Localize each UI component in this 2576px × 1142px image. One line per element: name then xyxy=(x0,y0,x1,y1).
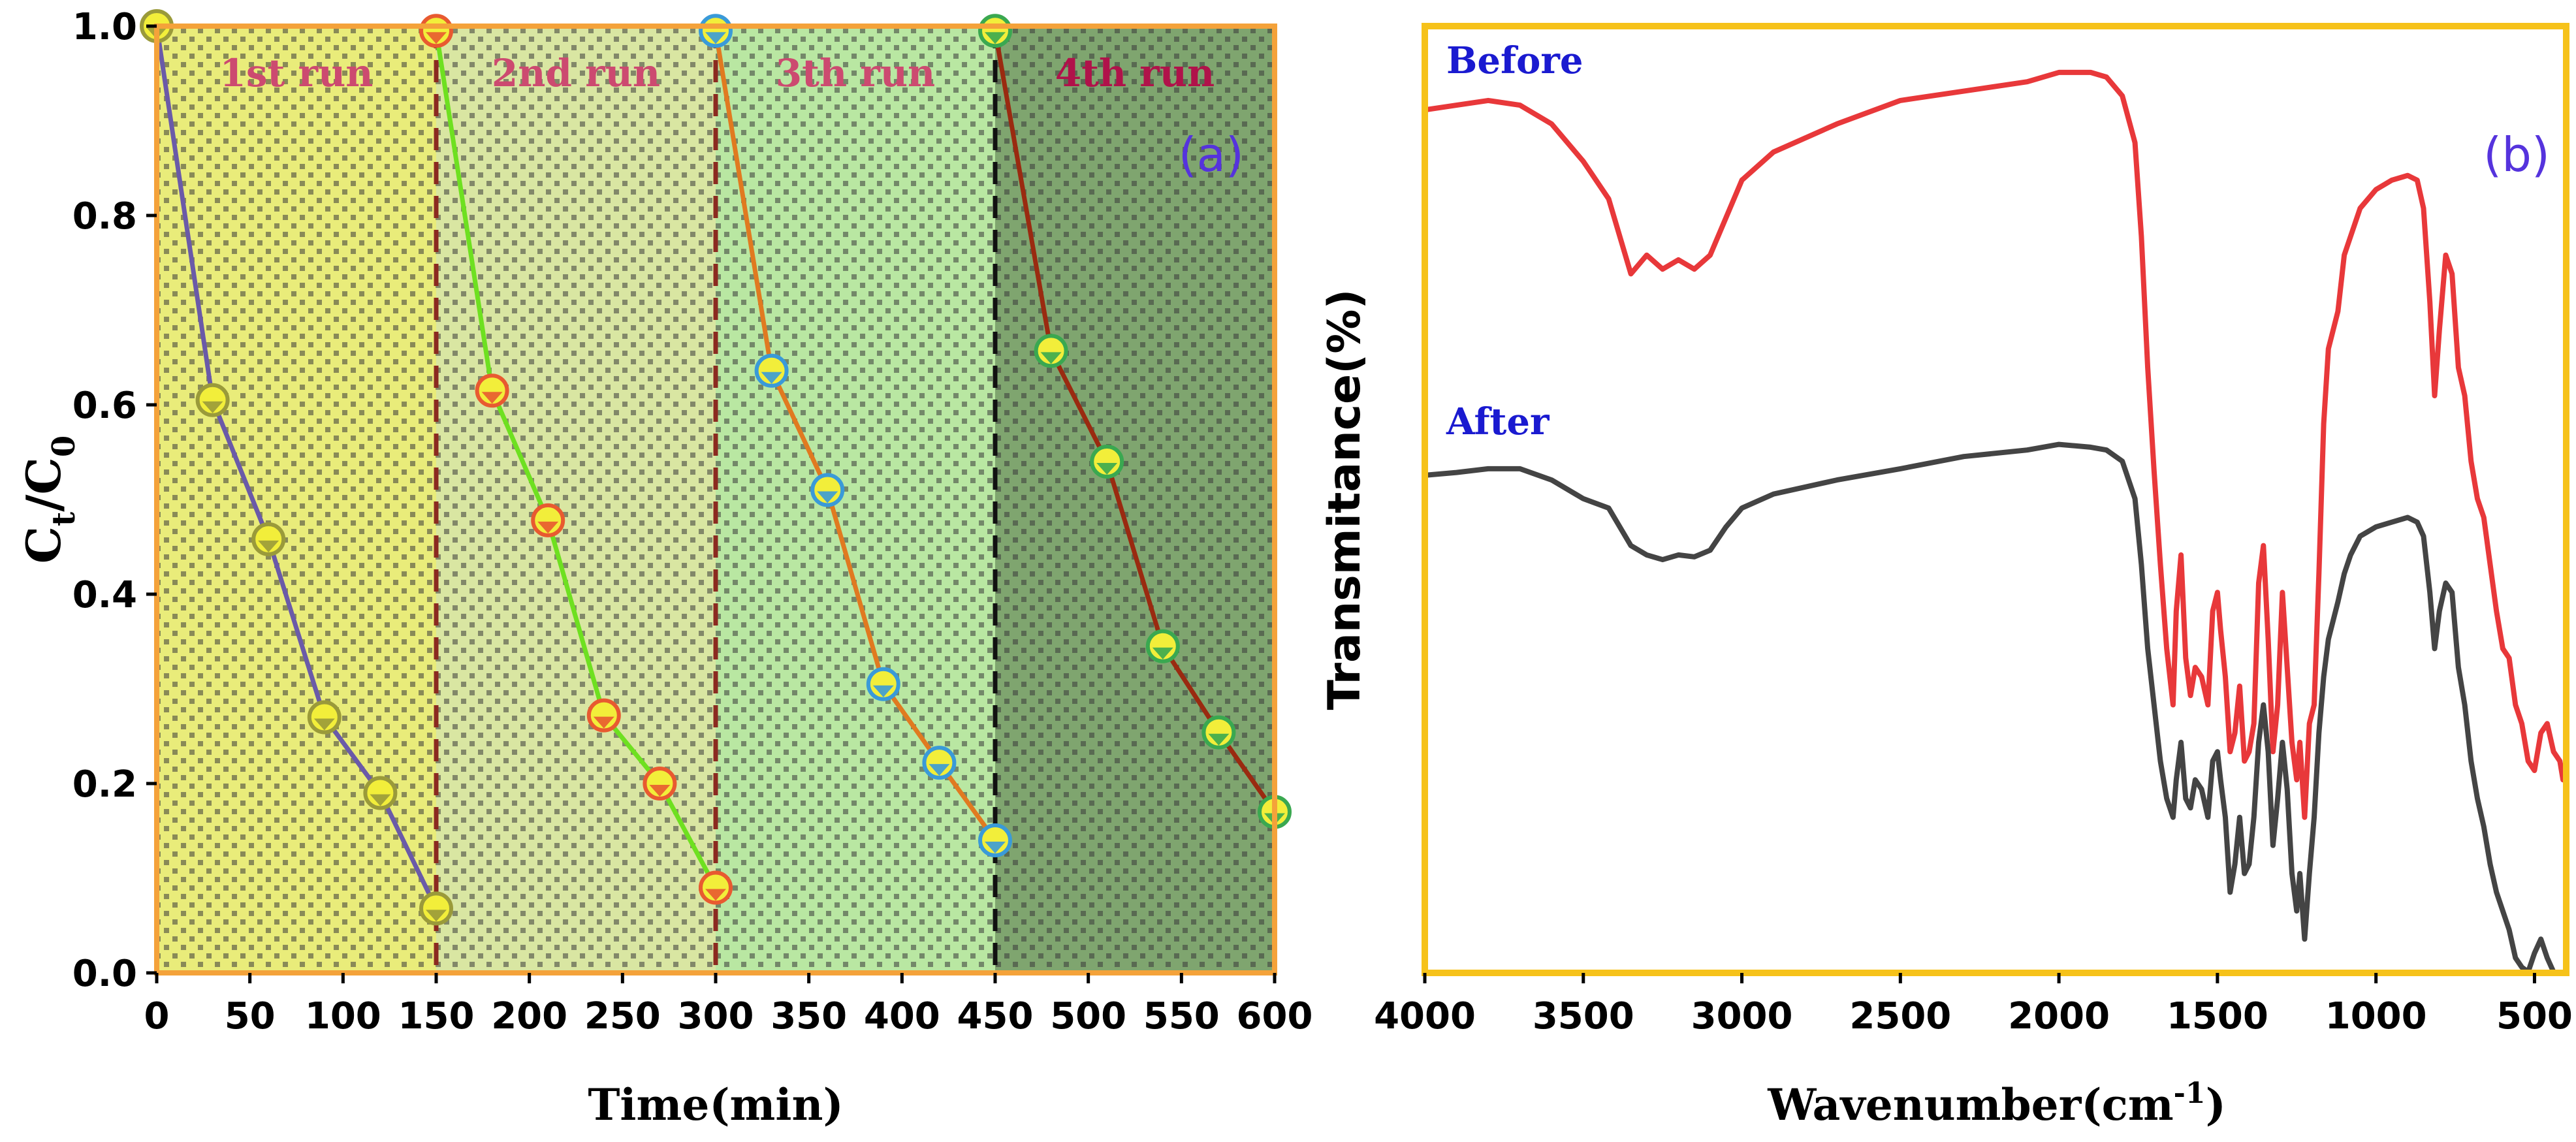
data-point xyxy=(978,823,1012,857)
y-title-sub1: t xyxy=(46,512,82,526)
data-point xyxy=(754,353,789,388)
y-tick-label: 0.4 xyxy=(72,574,137,616)
x-tick-label: 0 xyxy=(144,995,170,1038)
series-label-before: Before xyxy=(1446,39,1583,82)
data-point xyxy=(251,522,286,556)
series-label-after: After xyxy=(1446,400,1550,443)
x-tick-label: 550 xyxy=(1143,995,1220,1038)
x-tick-label: 500 xyxy=(1050,995,1126,1038)
x-tick-label: 300 xyxy=(678,995,754,1038)
y-axis-a: 0.0 0.2 0.4 0.6 0.8 1.0 xyxy=(72,6,157,995)
data-point xyxy=(1034,334,1068,368)
x-tick-label: 150 xyxy=(398,995,475,1038)
data-point xyxy=(586,698,621,733)
panel-b: 4000 3500 3000 2500 2000 1500 1000 500 (b) Befo… xyxy=(1319,23,2573,1130)
y-title-mid: /C xyxy=(16,457,71,512)
data-point xyxy=(699,870,733,905)
data-point xyxy=(531,503,565,537)
series-line-1 xyxy=(154,25,439,910)
panel-label-a: (a) xyxy=(1179,127,1244,182)
x-tick-label: 2000 xyxy=(2008,995,2110,1038)
data-point xyxy=(475,373,509,408)
y-axis-title-a: Ct/C0 xyxy=(16,436,82,564)
x-tick-label: 400 xyxy=(864,995,940,1038)
data-point xyxy=(866,667,900,701)
data-point xyxy=(363,776,398,810)
run-label-4: 4th run xyxy=(1055,51,1215,95)
data-point xyxy=(1145,629,1180,663)
x-tick-label: 1000 xyxy=(2325,995,2427,1038)
x-tick-label: 50 xyxy=(225,995,276,1038)
x-axis-title-a: Time(min) xyxy=(588,1079,843,1130)
data-point xyxy=(419,891,453,926)
data-point xyxy=(195,383,230,417)
y-axis-title-b: Transmitance(%) xyxy=(1319,289,1371,710)
series-line-2 xyxy=(434,30,718,889)
data-point xyxy=(1090,445,1124,479)
x-tick-label: 600 xyxy=(1237,995,1313,1038)
y-tick-label: 0.0 xyxy=(72,953,137,995)
x-tick-label: 4000 xyxy=(1374,995,1476,1038)
x-tick-label: 2500 xyxy=(1849,995,1951,1038)
y-tick-label: 0.6 xyxy=(72,385,137,427)
data-point xyxy=(307,700,342,735)
x-tick-label: 3500 xyxy=(1533,995,1634,1038)
y-tick-label: 0.8 xyxy=(72,195,137,238)
x-tick-label: 1500 xyxy=(2167,995,2268,1038)
x-tick-label: 100 xyxy=(305,995,381,1038)
x-tick-label: 350 xyxy=(771,995,847,1038)
x-axis-b: 4000 3500 3000 2500 2000 1500 1000 500 xyxy=(1374,973,2573,1038)
x-tick-label: 250 xyxy=(584,995,661,1038)
run-dividers xyxy=(434,26,998,973)
run-label-1: 1st run xyxy=(220,51,374,95)
data-point xyxy=(419,14,453,48)
x-title-sup: -1 xyxy=(2174,1077,2206,1110)
data-point xyxy=(922,746,957,780)
x-axis-title-b: Wavenumber(cm-1) xyxy=(1767,1077,2226,1130)
run-labels: 1st run 2nd run 3th run 4th run xyxy=(220,51,1215,95)
x-axis-a: 0 50 100 150 200 250 300 350 400 450 500 550 600 xyxy=(144,973,1313,1038)
y-title-sub2: 0 xyxy=(46,436,82,457)
data-point xyxy=(643,767,677,801)
spectrum-before xyxy=(1425,69,2566,820)
data-point xyxy=(699,14,733,48)
data-point xyxy=(810,473,845,507)
data-point xyxy=(1201,715,1236,750)
run-label-2: 2nd run xyxy=(492,51,660,95)
x-tick-label: 200 xyxy=(491,995,567,1038)
run-label-3: 3th run xyxy=(776,51,935,95)
x-tick-label: 3000 xyxy=(1691,995,1793,1038)
panel-label-b: (b) xyxy=(2483,127,2550,182)
x-title-end: ) xyxy=(2206,1079,2226,1130)
series-group xyxy=(140,9,1292,926)
x-tick-label: 450 xyxy=(957,995,1034,1038)
plot-frame-b xyxy=(1422,23,2569,976)
y-tick-label: 0.2 xyxy=(72,763,137,806)
x-title-main: Wavenumber(cm xyxy=(1767,1079,2173,1130)
y-title-main: C xyxy=(16,526,71,563)
data-point xyxy=(978,14,1012,48)
spectrum-after xyxy=(1425,441,2558,973)
panel-a: 1st run 2nd run 3th run 4th run 0 50 100 150 20… xyxy=(16,6,1312,1130)
spectra-group xyxy=(1425,69,2566,973)
x-tick-label: 500 xyxy=(2496,995,2573,1038)
y-tick-label: 1.0 xyxy=(72,6,137,48)
